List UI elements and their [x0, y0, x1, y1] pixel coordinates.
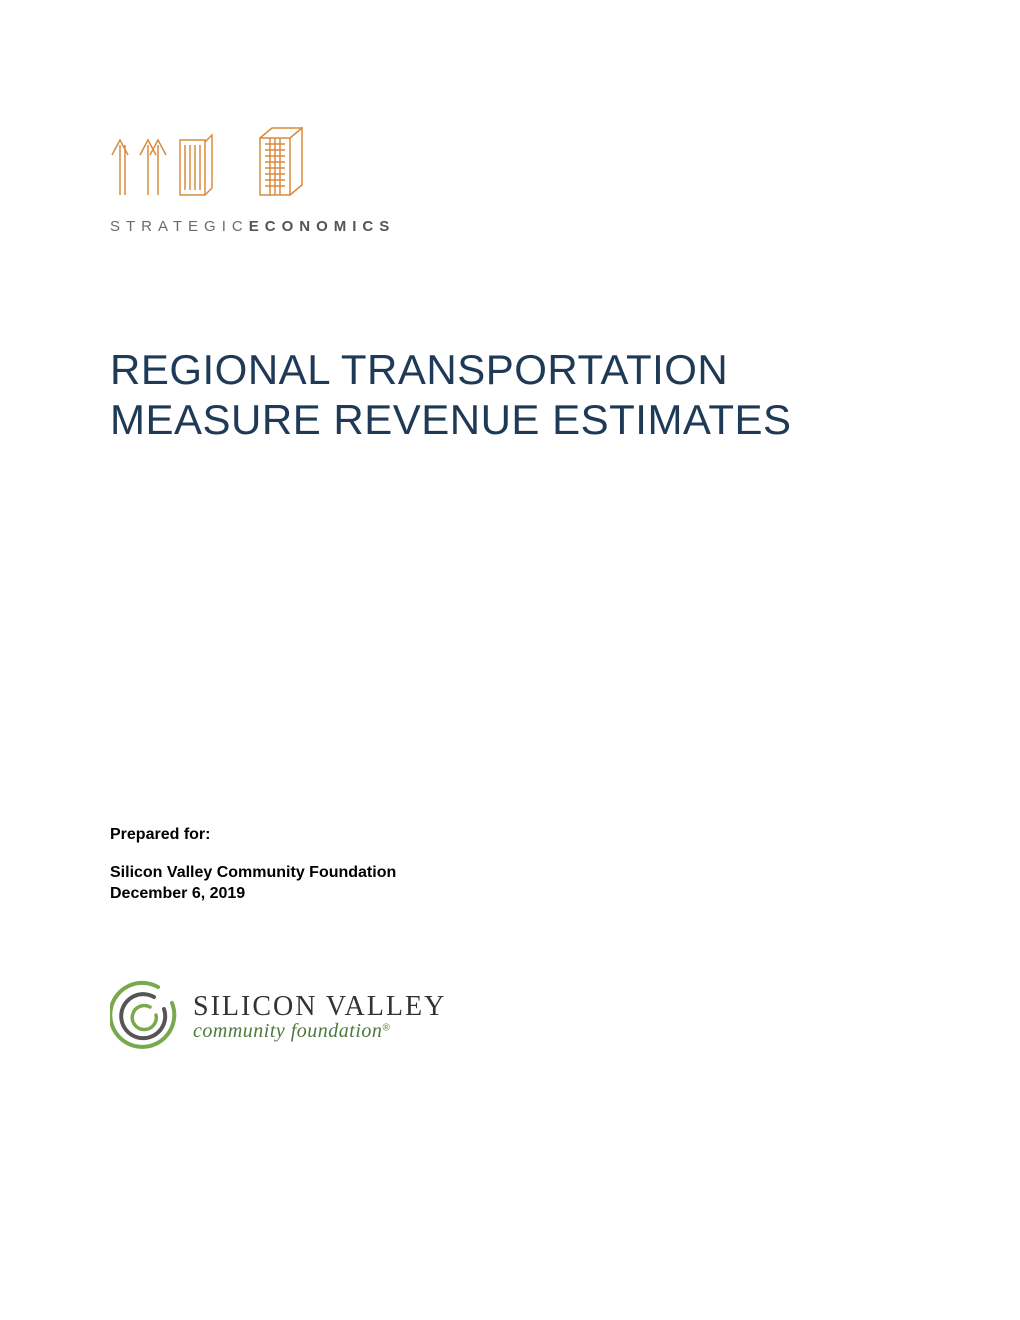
registered-mark: ® — [382, 1023, 389, 1034]
svcf-line2: community foundation — [193, 1020, 382, 1042]
document-page: STRATEGICECONOMICS REGIONAL TRANSPORTATI… — [0, 0, 1020, 1320]
prepared-for-label: Prepared for: — [110, 826, 910, 844]
prepared-for-date: December 6, 2019 — [110, 883, 910, 905]
svcf-line1: SILICON VALLEY — [193, 993, 446, 1021]
svcf-logo: SILICON VALLEY community foundation® — [110, 975, 910, 1060]
svcf-text: SILICON VALLEY community foundation® — [193, 993, 446, 1041]
logo-text-thin: STRATEGIC — [110, 218, 249, 235]
strategic-economics-logo: STRATEGICECONOMICS — [110, 120, 910, 235]
prepared-for-block: Prepared for: Silicon Valley Community F… — [110, 826, 910, 905]
logo-text-bold: ECONOMICS — [249, 218, 396, 235]
prepared-for-org: Silicon Valley Community Foundation — [110, 862, 910, 884]
svcf-swirl-icon — [110, 975, 185, 1060]
buildings-icon — [110, 120, 390, 200]
svcf-line2-wrap: community foundation® — [193, 1021, 446, 1041]
logo-text: STRATEGICECONOMICS — [110, 218, 910, 235]
document-title: REGIONAL TRANSPORTATION MEASURE REVENUE … — [110, 345, 910, 446]
logo-building-icons — [110, 120, 910, 200]
